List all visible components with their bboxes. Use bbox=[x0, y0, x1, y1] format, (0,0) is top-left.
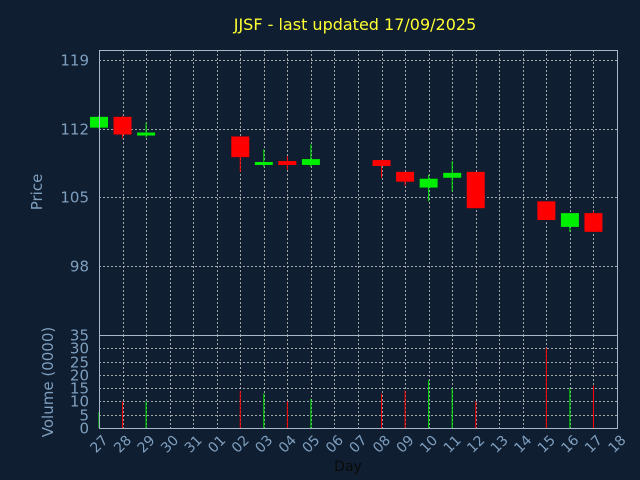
volume-axis-label: Volume (0000) bbox=[39, 327, 57, 437]
candle-body bbox=[466, 171, 485, 209]
candle-body bbox=[419, 178, 438, 188]
day-tick-label: 09 bbox=[394, 433, 418, 457]
price-tick-label: 105 bbox=[60, 189, 89, 207]
day-tick-label: 16 bbox=[558, 432, 582, 456]
candle-body bbox=[278, 161, 297, 165]
day-tick-label: 28 bbox=[111, 433, 135, 457]
candles bbox=[90, 115, 603, 232]
candle-body bbox=[537, 201, 556, 221]
candle-body bbox=[231, 136, 250, 158]
price-axis-label: Price bbox=[28, 174, 46, 211]
volume-tick-label: 35 bbox=[70, 327, 89, 345]
price-tick-label: 112 bbox=[60, 121, 89, 139]
price-tick-label: 119 bbox=[60, 52, 89, 70]
volume-grid bbox=[99, 335, 617, 428]
candle-body bbox=[254, 162, 273, 166]
volume-tick-label: 0 bbox=[79, 420, 89, 438]
day-tick-label: 12 bbox=[464, 433, 488, 457]
volume-tick-label: 10 bbox=[70, 393, 89, 411]
chart-title: JJSF - last updated 17/09/2025 bbox=[233, 15, 477, 34]
day-tick-label: 01 bbox=[205, 433, 229, 457]
candle-body bbox=[301, 159, 320, 165]
day-tick-label: 03 bbox=[252, 433, 276, 457]
day-tick-label: 27 bbox=[88, 433, 112, 457]
plot-frames bbox=[99, 50, 618, 429]
day-tick-label: 08 bbox=[370, 433, 394, 457]
day-tick-label: 29 bbox=[135, 433, 159, 457]
day-tick-label: 05 bbox=[299, 433, 323, 457]
price-grid bbox=[99, 50, 617, 335]
day-tick-label: 18 bbox=[606, 433, 630, 457]
day-tick-label: 15 bbox=[535, 433, 559, 457]
volume-tick-label: 15 bbox=[70, 380, 89, 398]
price-frame bbox=[99, 50, 618, 336]
price-tick-labels: 98 105 112 119 bbox=[60, 52, 89, 276]
day-tick-label: 11 bbox=[441, 433, 465, 457]
day-tick-labels: 27 28 29 30 31 01 02 03 04 05 06 07 08 09 10 11 12 13 14 15… bbox=[88, 432, 630, 456]
volume-tick-label: 25 bbox=[70, 354, 89, 372]
candle-body bbox=[137, 132, 156, 136]
candle-body bbox=[443, 172, 462, 178]
day-tick-label: 17 bbox=[582, 433, 606, 457]
day-tick-label: 07 bbox=[347, 433, 371, 457]
volume-tick-label: 5 bbox=[79, 407, 89, 425]
candle-body bbox=[113, 116, 132, 135]
volume-tick-label: 20 bbox=[70, 367, 89, 385]
candle-body bbox=[372, 160, 391, 166]
volume-frame bbox=[99, 335, 618, 429]
volume-tick-label: 30 bbox=[70, 340, 89, 358]
day-tick-label: 04 bbox=[276, 432, 300, 456]
candle-body bbox=[560, 213, 579, 227]
day-tick-label: 30 bbox=[158, 433, 182, 457]
day-tick-label: 06 bbox=[323, 432, 347, 456]
day-tick-label: 14 bbox=[511, 432, 535, 456]
price-tick-label: 98 bbox=[70, 258, 89, 276]
candle-body bbox=[396, 171, 415, 182]
candle-body bbox=[584, 213, 603, 232]
day-tick-label: 31 bbox=[182, 433, 206, 457]
day-axis-label: Day bbox=[334, 459, 362, 475]
day-tick-label: 10 bbox=[417, 433, 441, 457]
day-tick-label: 02 bbox=[229, 433, 253, 457]
day-tick-label: 13 bbox=[488, 433, 512, 457]
